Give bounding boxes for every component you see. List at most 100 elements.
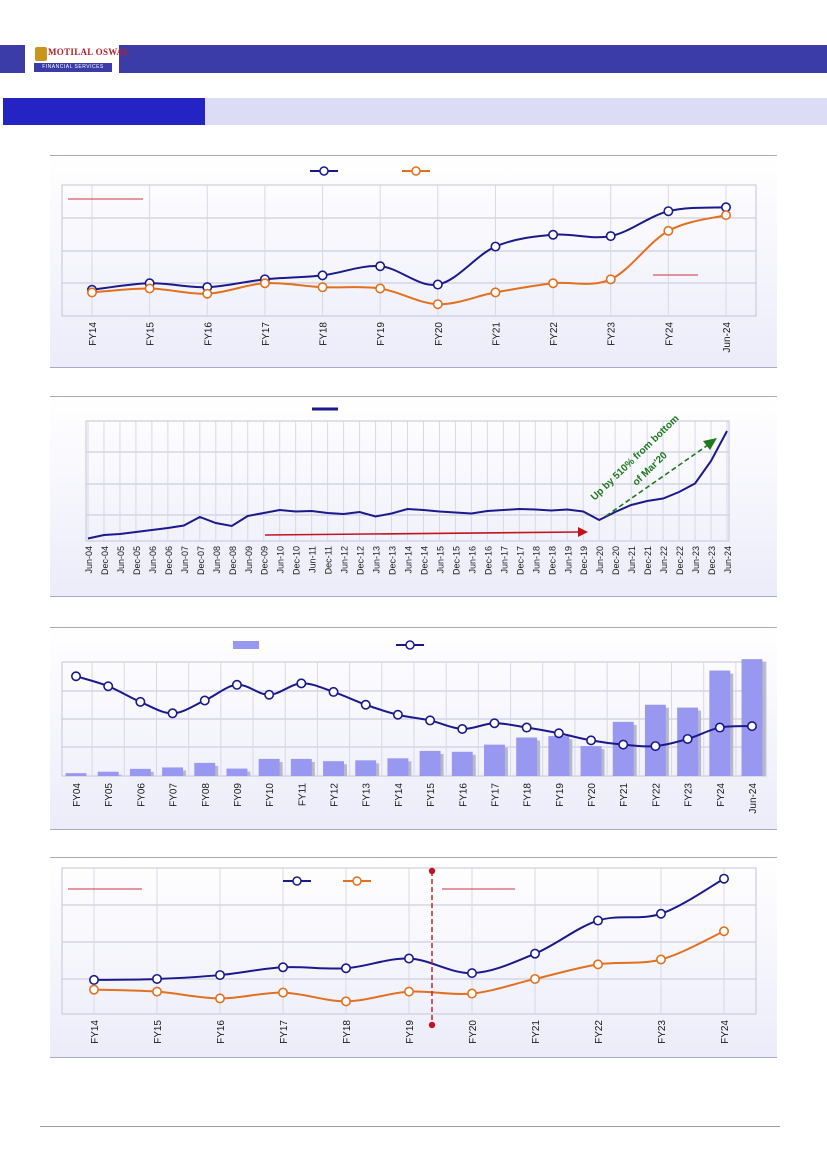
tick-label: Jun-24	[748, 783, 759, 814]
tick-label: FY20	[434, 322, 445, 346]
tick-label: FY14	[88, 322, 99, 346]
series-marker	[553, 728, 564, 739]
tick-label: FY14	[394, 783, 405, 807]
tick-label: FY19	[555, 783, 566, 807]
series-marker	[199, 695, 210, 706]
tick-label: Jun-09	[244, 546, 254, 574]
tick-label: Jun-08	[212, 546, 222, 574]
series-marker	[89, 974, 100, 985]
series-marker	[529, 948, 540, 959]
series-line	[91, 206, 727, 291]
tick-label: Dec-04	[100, 546, 110, 575]
tick-label: FY18	[342, 1020, 353, 1044]
series-marker	[618, 739, 629, 750]
bar	[451, 751, 473, 776]
tick-label: Dec-05	[132, 546, 142, 575]
tick-label: Jun-13	[372, 546, 382, 574]
chart-4: FY14 FY15 FY16 FY17 FY18 FY19 FY20 FY21 FY22 FY23…	[61, 867, 757, 1044]
chart-panel-2	[50, 396, 777, 596]
bar	[226, 768, 248, 776]
series-marker	[215, 993, 226, 1004]
tick-label: FY06	[136, 783, 147, 807]
series-marker	[277, 962, 288, 973]
legend-marker	[292, 876, 302, 886]
tick-label: FY14	[90, 1020, 101, 1044]
tick-label: FY08	[201, 783, 212, 807]
series-marker	[375, 283, 386, 294]
tick-label: FY17	[490, 783, 501, 807]
series-marker	[466, 988, 477, 999]
tick-label: FY24	[664, 322, 675, 346]
tick-label: Dec-17	[515, 546, 525, 575]
tick-label: Jun-14	[404, 546, 414, 574]
tick-label: FY24	[716, 783, 727, 807]
series-marker	[489, 718, 500, 729]
tick-label: FY07	[169, 783, 180, 807]
header-bar	[0, 45, 827, 73]
legend-marker	[319, 166, 329, 176]
tick-label: FY15	[153, 1020, 164, 1044]
panel-4-top-rule	[50, 857, 777, 858]
series-marker	[277, 987, 288, 998]
footer-rule	[40, 1126, 780, 1127]
tick-label: FY04	[72, 783, 83, 807]
panel-3-top-rule	[50, 627, 777, 628]
trend-arrow-flat-head	[578, 527, 588, 537]
tick-label: FY19	[376, 322, 387, 346]
series-marker	[432, 299, 443, 310]
bar	[580, 746, 602, 776]
tick-label: Jun-24	[722, 322, 733, 353]
series-marker	[548, 229, 559, 240]
tick-label: Dec-20	[611, 546, 621, 575]
tick-label: FY20	[468, 1020, 479, 1044]
bar	[194, 762, 216, 776]
series-marker	[605, 274, 616, 285]
header-divider	[25, 45, 30, 73]
series-marker	[548, 278, 559, 289]
tick-label: Jun-24	[723, 546, 733, 574]
tick-label: Dec-06	[164, 546, 174, 575]
legend-marker	[352, 876, 362, 886]
chart-panel-1	[50, 155, 777, 367]
tick-label: FY20	[587, 783, 598, 807]
tick-label: FY24	[720, 1020, 731, 1044]
tick-label: Jun-12	[340, 546, 350, 574]
logo-name: MOTILAL OSWAL	[48, 47, 130, 57]
series-marker	[490, 287, 501, 298]
bar	[741, 659, 763, 776]
series-marker	[87, 287, 98, 298]
series-marker	[392, 709, 403, 720]
series-marker	[296, 678, 307, 689]
divider-dot	[428, 867, 436, 875]
tick-label: Dec-23	[707, 546, 717, 575]
tick-label: FY19	[405, 1020, 416, 1044]
series-marker	[720, 210, 731, 221]
series-line	[93, 877, 725, 981]
tick-label: Jun-06	[148, 546, 158, 574]
bar	[355, 760, 377, 776]
bar	[387, 758, 409, 776]
tick-label: Dec-12	[356, 546, 366, 575]
trend-arrow-flat	[264, 531, 581, 536]
tick-label: FY17	[279, 1020, 290, 1044]
logo-subtitle: FINANCIAL SERVICES	[42, 64, 104, 70]
bar	[162, 767, 184, 776]
tick-label: FY17	[261, 322, 272, 346]
series-marker	[432, 279, 443, 290]
panel-1-top-rule	[50, 155, 777, 156]
legend-marker	[411, 166, 421, 176]
trend-arrow-up	[605, 444, 709, 517]
tick-label: FY15	[146, 322, 157, 346]
tick-label: Jun-21	[627, 546, 637, 574]
tick-label: Dec-11	[324, 546, 334, 574]
tick-label: Jun-19	[563, 546, 573, 574]
tick-label: FY22	[594, 1020, 605, 1044]
series-marker	[490, 241, 501, 252]
tick-label: FY12	[330, 783, 341, 807]
tick-label: Jun-22	[659, 546, 669, 574]
chart-1: FY14 FY15 FY16 FY17 FY18 FY19 FY20 FY21 FY22 FY23…	[61, 166, 757, 353]
tick-label: FY21	[491, 322, 502, 346]
tick-label: FY16	[203, 322, 214, 346]
section-title-extension	[205, 98, 827, 125]
